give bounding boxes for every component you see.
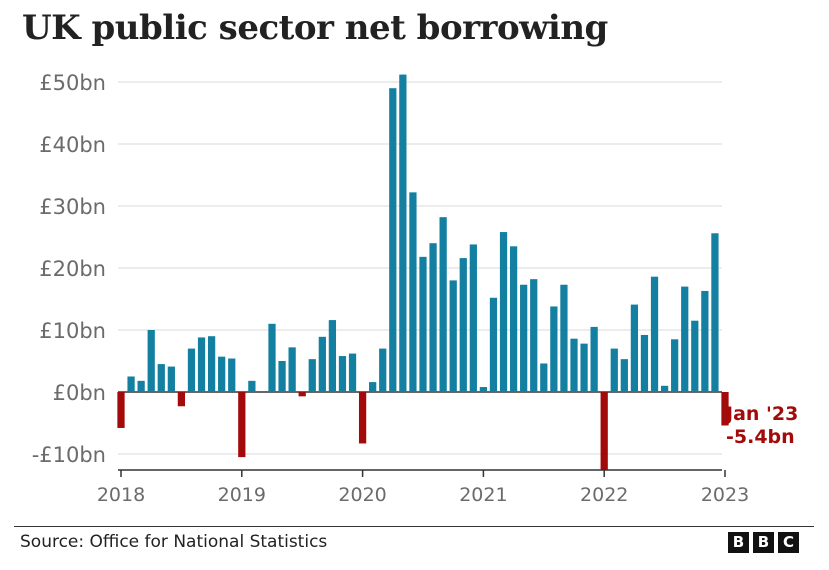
bar <box>459 258 467 392</box>
bar <box>701 290 709 392</box>
y-tick-label: -£10bn <box>32 443 106 467</box>
logo-letter: B <box>728 532 749 553</box>
annotation: Jan '23-5.4bn <box>724 403 798 448</box>
bar <box>369 382 377 392</box>
bar <box>358 392 367 444</box>
bar <box>127 376 135 392</box>
source-note: Source: Office for National Statistics <box>20 532 328 552</box>
bar <box>409 192 417 392</box>
bar <box>268 323 276 392</box>
annotation-label: Jan '23 <box>724 403 798 425</box>
bar <box>469 244 477 392</box>
bar <box>278 361 286 392</box>
bar <box>509 246 518 392</box>
bbc-logo: B B C <box>728 532 799 553</box>
bar <box>429 243 437 392</box>
x-axis: 2018 2019 2020 2021 2022 2023 <box>97 469 749 506</box>
bar <box>721 392 729 426</box>
bar <box>157 364 165 392</box>
bar <box>308 359 316 392</box>
x-tick-label: 2020 <box>338 484 386 506</box>
logo-letter: B <box>753 532 774 553</box>
bar <box>650 276 659 392</box>
bar <box>177 392 186 407</box>
bar <box>117 392 125 428</box>
bar <box>228 358 236 392</box>
bar <box>570 338 578 392</box>
bar <box>389 88 397 392</box>
annotation-label: -5.4bn <box>726 426 795 448</box>
bar <box>248 380 256 392</box>
bar <box>439 217 447 392</box>
x-tick-label: 2022 <box>580 484 628 506</box>
bar <box>540 363 548 392</box>
y-tick-label: £50bn <box>39 71 106 95</box>
y-tick-label: £40bn <box>39 133 106 157</box>
bar <box>620 359 628 392</box>
bar <box>660 385 669 392</box>
bar <box>288 347 296 392</box>
y-tick-label: £0bn <box>53 381 106 405</box>
bar <box>449 280 457 392</box>
x-tick-label: 2023 <box>701 484 749 506</box>
y-tick-label: £10bn <box>39 319 106 343</box>
bar <box>348 353 357 392</box>
bar <box>238 392 246 458</box>
bar <box>479 387 488 392</box>
bar <box>499 232 508 392</box>
bar <box>187 348 196 392</box>
bar <box>630 304 639 392</box>
bar <box>379 348 387 392</box>
bar <box>218 356 226 392</box>
bar <box>550 306 558 392</box>
bar <box>610 348 618 392</box>
bar <box>147 330 155 392</box>
bar <box>298 392 306 397</box>
bar <box>711 233 719 392</box>
bar <box>590 326 598 392</box>
bar <box>691 320 699 392</box>
bar <box>489 297 498 392</box>
bar-chart: -£10bn £0bn £10bn £20bn £30bn £40bn £50bn 2018… <box>32 71 799 506</box>
bar <box>318 336 326 392</box>
footer-divider <box>14 526 814 527</box>
bar <box>520 284 528 392</box>
bar <box>328 320 337 392</box>
bar <box>197 337 206 392</box>
x-tick-label: 2019 <box>218 484 266 506</box>
bar <box>207 336 216 392</box>
bar <box>640 334 649 392</box>
y-axis-ticks: -£10bn £0bn £10bn £20bn £30bn £40bn £50bn <box>32 71 106 467</box>
y-tick-label: £30bn <box>39 195 106 219</box>
bars <box>117 74 729 470</box>
bar <box>167 366 175 392</box>
logo-letter: C <box>778 532 799 553</box>
x-tick-label: 2018 <box>97 484 145 506</box>
bar <box>419 256 427 392</box>
x-tick-label: 2021 <box>459 484 507 506</box>
bar <box>681 286 689 392</box>
bar <box>399 74 407 392</box>
bar <box>338 356 347 392</box>
bar <box>530 279 538 392</box>
bar <box>671 339 679 392</box>
bar <box>580 343 588 392</box>
chart-title: UK public sector net borrowing <box>22 8 608 48</box>
bar <box>137 380 145 392</box>
bar <box>600 392 608 470</box>
bar <box>560 284 568 392</box>
y-tick-label: £20bn <box>39 257 106 281</box>
